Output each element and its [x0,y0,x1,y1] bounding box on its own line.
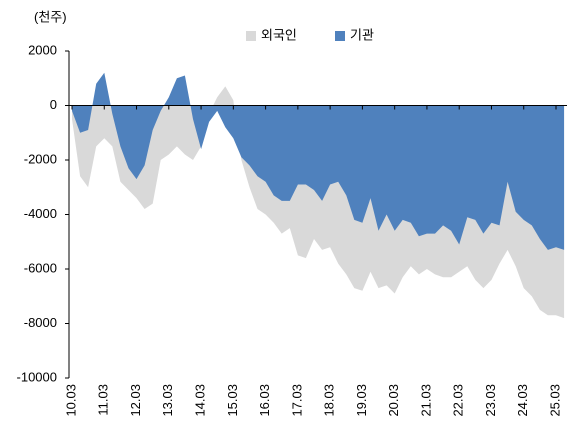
y-tick-label: -6000 [24,260,57,275]
x-tick-label: 13.03 [160,384,175,417]
x-tick-label: 16.03 [257,384,272,417]
x-tick-label: 22.03 [451,384,466,417]
x-tick-label: 21.03 [418,384,433,417]
x-tick-label: 19.03 [354,384,369,417]
y-tick-label: -4000 [24,206,57,221]
x-tick-label: 18.03 [322,384,337,417]
legend-label: 기관 [350,27,374,42]
y-tick-label: -10000 [17,369,57,384]
legend-swatch [335,31,345,41]
area [72,72,565,250]
x-tick-label: 10.03 [63,384,78,417]
x-tick-label: 25.03 [547,384,562,417]
y-tick-label: -2000 [24,151,57,166]
x-tick-label: 15.03 [225,384,240,417]
x-tick-label: 23.03 [483,384,498,417]
y-tick-label: 2000 [28,42,57,57]
x-tick-label: 14.03 [193,384,208,417]
legend-swatch [246,31,256,41]
x-tick-label: 12.03 [128,384,143,417]
unit-label: (천주) [34,9,67,24]
x-tick-label: 20.03 [386,384,401,417]
x-tick-label: 24.03 [515,384,530,417]
y-tick-label: -8000 [24,315,57,330]
x-tick-label: 17.03 [289,384,304,417]
x-tick-label: 11.03 [96,384,111,416]
legend-label: 외국인 [261,27,297,42]
y-tick-label: 0 [50,97,57,112]
